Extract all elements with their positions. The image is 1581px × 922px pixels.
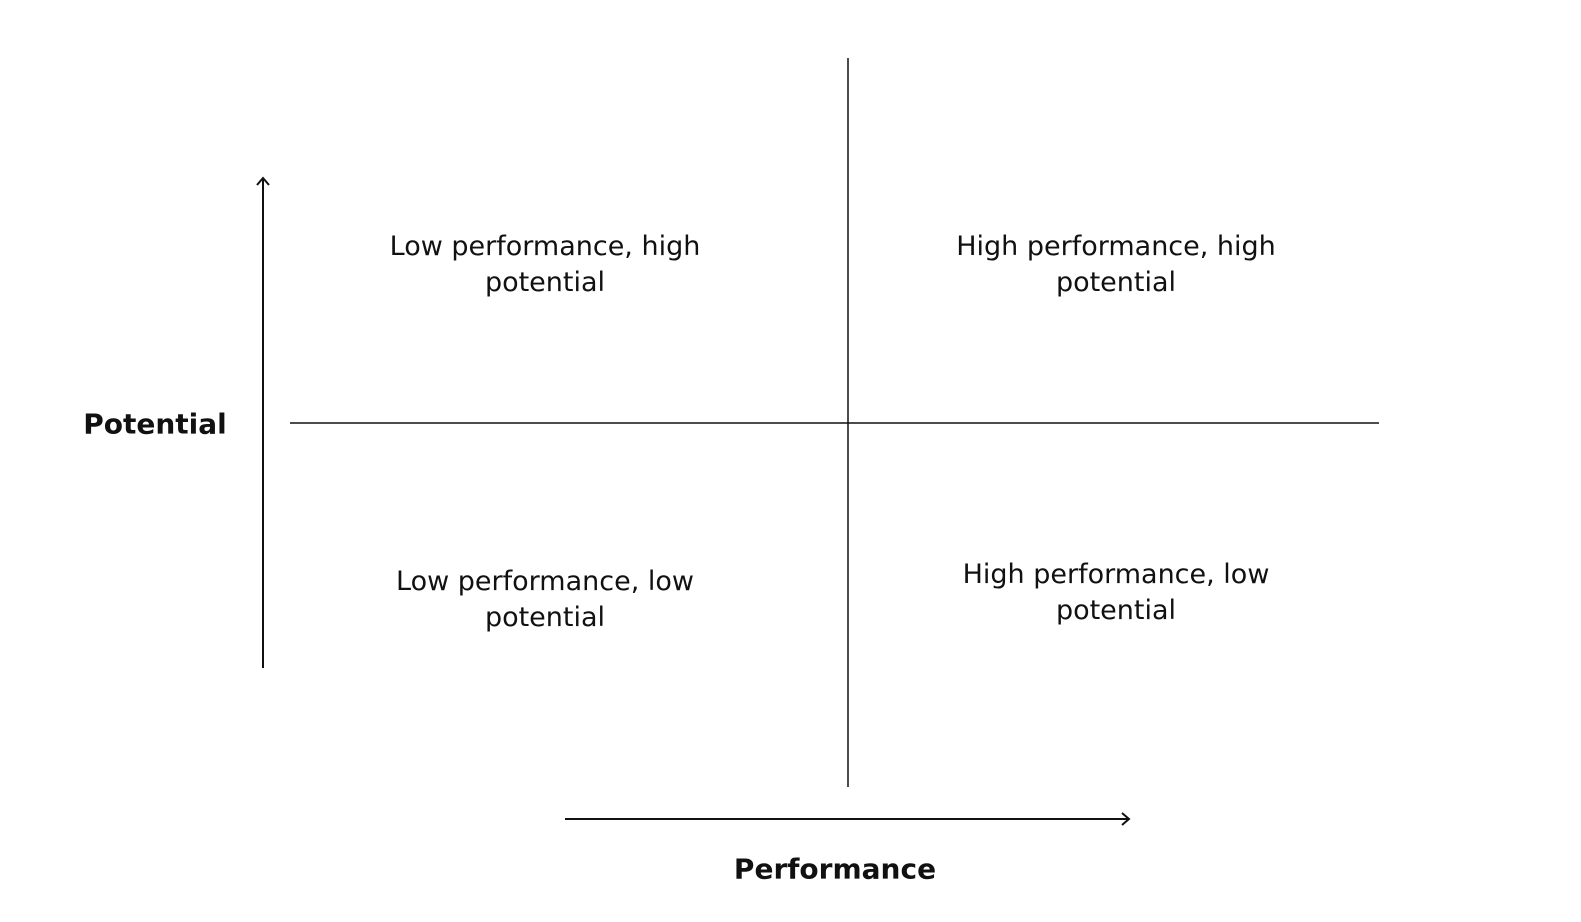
y-arrow-head: [256, 176, 270, 186]
quadrant-label: Low performance, low potential: [396, 566, 694, 633]
x-arrow-head: [1121, 812, 1131, 826]
quadrant-label: High performance, low potential: [962, 559, 1270, 626]
quadrant-label: Low performance, high potential: [389, 231, 701, 298]
x-axis-label: Performance: [733, 852, 937, 886]
quadrant-label: High performance, high potential: [956, 231, 1276, 298]
y-axis-label: Potential: [83, 407, 227, 441]
